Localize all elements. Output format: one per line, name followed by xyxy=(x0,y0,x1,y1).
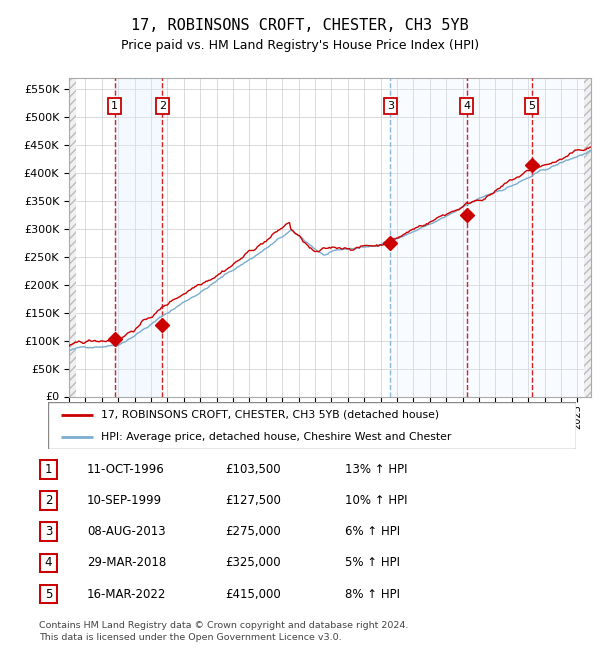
FancyBboxPatch shape xyxy=(40,585,57,603)
Text: 3: 3 xyxy=(45,525,52,538)
Text: 17, ROBINSONS CROFT, CHESTER, CH3 5YB (detached house): 17, ROBINSONS CROFT, CHESTER, CH3 5YB (d… xyxy=(101,410,439,420)
Text: 11-OCT-1996: 11-OCT-1996 xyxy=(87,463,165,476)
Text: 2: 2 xyxy=(45,494,52,507)
Bar xyxy=(532,78,591,396)
Text: 3: 3 xyxy=(387,101,394,111)
Text: 2: 2 xyxy=(159,101,166,111)
Text: 08-AUG-2013: 08-AUG-2013 xyxy=(87,525,166,538)
Text: Contains HM Land Registry data © Crown copyright and database right 2024.
This d: Contains HM Land Registry data © Crown c… xyxy=(39,621,409,642)
Text: £275,000: £275,000 xyxy=(225,525,281,538)
Bar xyxy=(467,78,532,396)
Bar xyxy=(584,78,591,396)
Text: 29-MAR-2018: 29-MAR-2018 xyxy=(87,556,166,569)
Text: 5% ↑ HPI: 5% ↑ HPI xyxy=(345,556,400,569)
FancyBboxPatch shape xyxy=(48,402,576,448)
Text: 1: 1 xyxy=(111,101,118,111)
Text: 4: 4 xyxy=(45,556,52,569)
Text: 13% ↑ HPI: 13% ↑ HPI xyxy=(345,463,407,476)
FancyBboxPatch shape xyxy=(40,460,57,478)
Text: 1: 1 xyxy=(45,463,52,476)
Bar xyxy=(69,78,76,396)
Text: 10-SEP-1999: 10-SEP-1999 xyxy=(87,494,162,507)
Text: Price paid vs. HM Land Registry's House Price Index (HPI): Price paid vs. HM Land Registry's House … xyxy=(121,39,479,52)
Text: 6% ↑ HPI: 6% ↑ HPI xyxy=(345,525,400,538)
FancyBboxPatch shape xyxy=(40,491,57,510)
Text: £103,500: £103,500 xyxy=(225,463,281,476)
Text: £415,000: £415,000 xyxy=(225,588,281,601)
Text: 5: 5 xyxy=(528,101,535,111)
Bar xyxy=(391,78,467,396)
FancyBboxPatch shape xyxy=(40,554,57,572)
Text: 5: 5 xyxy=(45,588,52,601)
Bar xyxy=(115,78,163,396)
Text: 8% ↑ HPI: 8% ↑ HPI xyxy=(345,588,400,601)
Text: HPI: Average price, detached house, Cheshire West and Chester: HPI: Average price, detached house, Ches… xyxy=(101,432,451,442)
Text: 10% ↑ HPI: 10% ↑ HPI xyxy=(345,494,407,507)
FancyBboxPatch shape xyxy=(40,523,57,541)
Text: 17, ROBINSONS CROFT, CHESTER, CH3 5YB: 17, ROBINSONS CROFT, CHESTER, CH3 5YB xyxy=(131,18,469,34)
Text: 4: 4 xyxy=(463,101,470,111)
Text: 16-MAR-2022: 16-MAR-2022 xyxy=(87,588,166,601)
Text: £325,000: £325,000 xyxy=(225,556,281,569)
Text: £127,500: £127,500 xyxy=(225,494,281,507)
